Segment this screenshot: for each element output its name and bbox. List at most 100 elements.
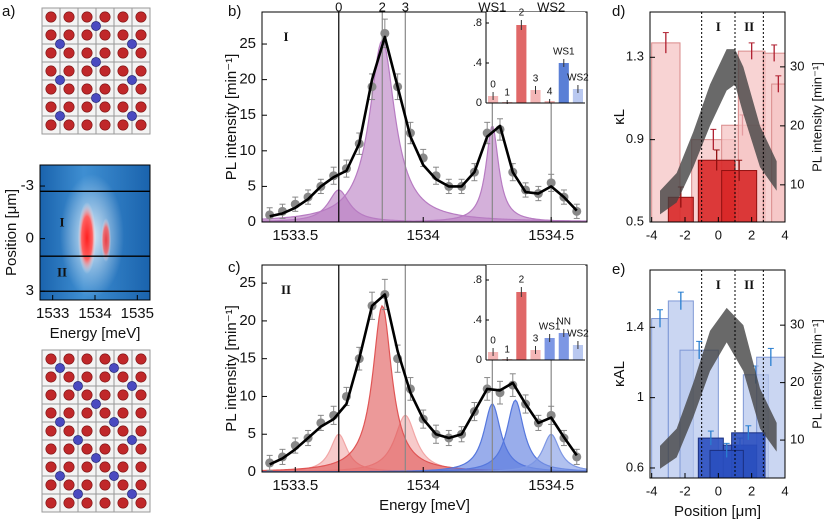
lattice-atom	[81, 353, 93, 365]
lattice-defect	[109, 363, 119, 373]
lattice-atom	[45, 47, 57, 59]
panel-label: c)	[228, 259, 241, 276]
x-axis-label: Energy [meV]	[50, 325, 141, 342]
inset-bar-label: WS1	[539, 322, 561, 333]
inset-bar-label: 0	[490, 336, 496, 347]
lattice-atom	[81, 101, 93, 113]
y-tick-label: 0	[26, 230, 34, 247]
plot-frame	[649, 269, 786, 479]
region-label: II	[281, 282, 291, 297]
panel-label: a)	[2, 3, 15, 20]
inset-y-tick-label: 0	[476, 354, 482, 366]
lattice-atom	[45, 497, 57, 509]
lattice-atom	[117, 11, 129, 23]
lattice-atom	[81, 425, 93, 437]
lattice-atom	[117, 497, 129, 509]
x-tick-label: 1535	[121, 305, 154, 322]
lattice-atom	[99, 83, 111, 95]
lattice-atom	[81, 47, 93, 59]
lattice-atom	[117, 479, 129, 491]
x-tick-label: 0	[715, 483, 722, 498]
inset-bar-label: 4	[547, 87, 553, 98]
inset-y-tick-label: .8	[473, 17, 482, 29]
inset-bar-label: 0	[490, 80, 496, 91]
lattice-atom	[63, 371, 75, 383]
x-tick-label: 0	[715, 227, 722, 242]
inset-bar	[530, 350, 541, 360]
lattice-atom	[81, 479, 93, 491]
lattice-atom	[99, 407, 111, 419]
lattice-atom	[117, 425, 129, 437]
lattice-atom	[63, 29, 75, 41]
heatmap-peak	[101, 218, 111, 262]
lattice-atom	[45, 101, 57, 113]
y2-axis-label: PL intensity [min⁻¹]	[809, 319, 824, 429]
lattice-atom	[45, 461, 57, 473]
inset-bar	[516, 292, 527, 360]
bar	[771, 83, 785, 222]
inset-bar	[516, 25, 527, 103]
lattice-atom	[81, 11, 93, 23]
lattice-diagrams	[41, 7, 151, 513]
x-tick-label: 1533.5	[272, 227, 318, 244]
x-tick-label: -2	[679, 227, 691, 242]
lattice-atom	[135, 29, 147, 41]
lattice-atom	[63, 119, 75, 131]
lattice-atom	[135, 353, 147, 365]
x-tick-label: -4	[646, 483, 658, 498]
x-tick-label: -4	[646, 227, 658, 242]
lattice-atom	[63, 443, 75, 455]
lattice-atom	[117, 65, 129, 77]
lattice-defect	[91, 93, 101, 103]
lattice-atom	[81, 29, 93, 41]
data-point	[265, 458, 275, 468]
lattice-atom	[81, 119, 93, 131]
inset-y-tick-label: .4	[473, 314, 482, 326]
lattice-atom	[117, 47, 129, 59]
lattice-atom	[81, 461, 93, 473]
inset-bar	[558, 63, 569, 103]
lattice-defect	[127, 39, 137, 49]
inset-background	[486, 265, 585, 360]
lattice-atom	[117, 461, 129, 473]
y-tick-label: 1.4	[626, 319, 644, 334]
x-tick-label: 1534.5	[528, 477, 574, 494]
y2-axis-label: PL intensity [min⁻¹]	[809, 62, 824, 172]
lattice-atom	[99, 497, 111, 509]
lattice-atom	[63, 47, 75, 59]
lattice-atom	[99, 11, 111, 23]
lattice-atom	[81, 497, 93, 509]
y-tick-label: 10	[239, 387, 256, 404]
lattice-atom	[45, 425, 57, 437]
lattice-defect	[55, 471, 65, 481]
fit-line	[269, 35, 578, 218]
plot-frame	[261, 264, 588, 473]
lattice-atom	[45, 29, 57, 41]
y-tick-label: 1	[637, 389, 644, 404]
y-tick-label: 5	[248, 177, 256, 194]
inset-bar-label: 1	[504, 88, 510, 99]
lattice-defect	[55, 39, 65, 49]
inset-bar-label: 2	[519, 275, 525, 286]
plot-area	[651, 12, 785, 222]
inset-bar	[572, 345, 583, 360]
inset-bar-label: WS2	[567, 329, 589, 340]
lattice-atom	[45, 389, 57, 401]
region-label: I	[283, 29, 288, 44]
lattice-atom	[81, 65, 93, 77]
x-tick-label: 1534	[78, 305, 111, 322]
region-label: II	[744, 277, 754, 292]
lattice-defect	[55, 75, 65, 85]
lattice-atom	[117, 353, 129, 365]
heatmap-peak	[78, 202, 96, 274]
lattice-atom	[135, 11, 147, 23]
lattice-defect	[73, 381, 83, 391]
lattice-defect	[109, 417, 119, 427]
lattice-atom	[135, 497, 147, 509]
y2-tick-label: 10	[790, 432, 804, 447]
lattice-atom	[45, 83, 57, 95]
lattice-atom	[63, 479, 75, 491]
lattice-atom	[99, 371, 111, 383]
lattice-atom	[99, 389, 111, 401]
lattice-atom	[63, 407, 75, 419]
